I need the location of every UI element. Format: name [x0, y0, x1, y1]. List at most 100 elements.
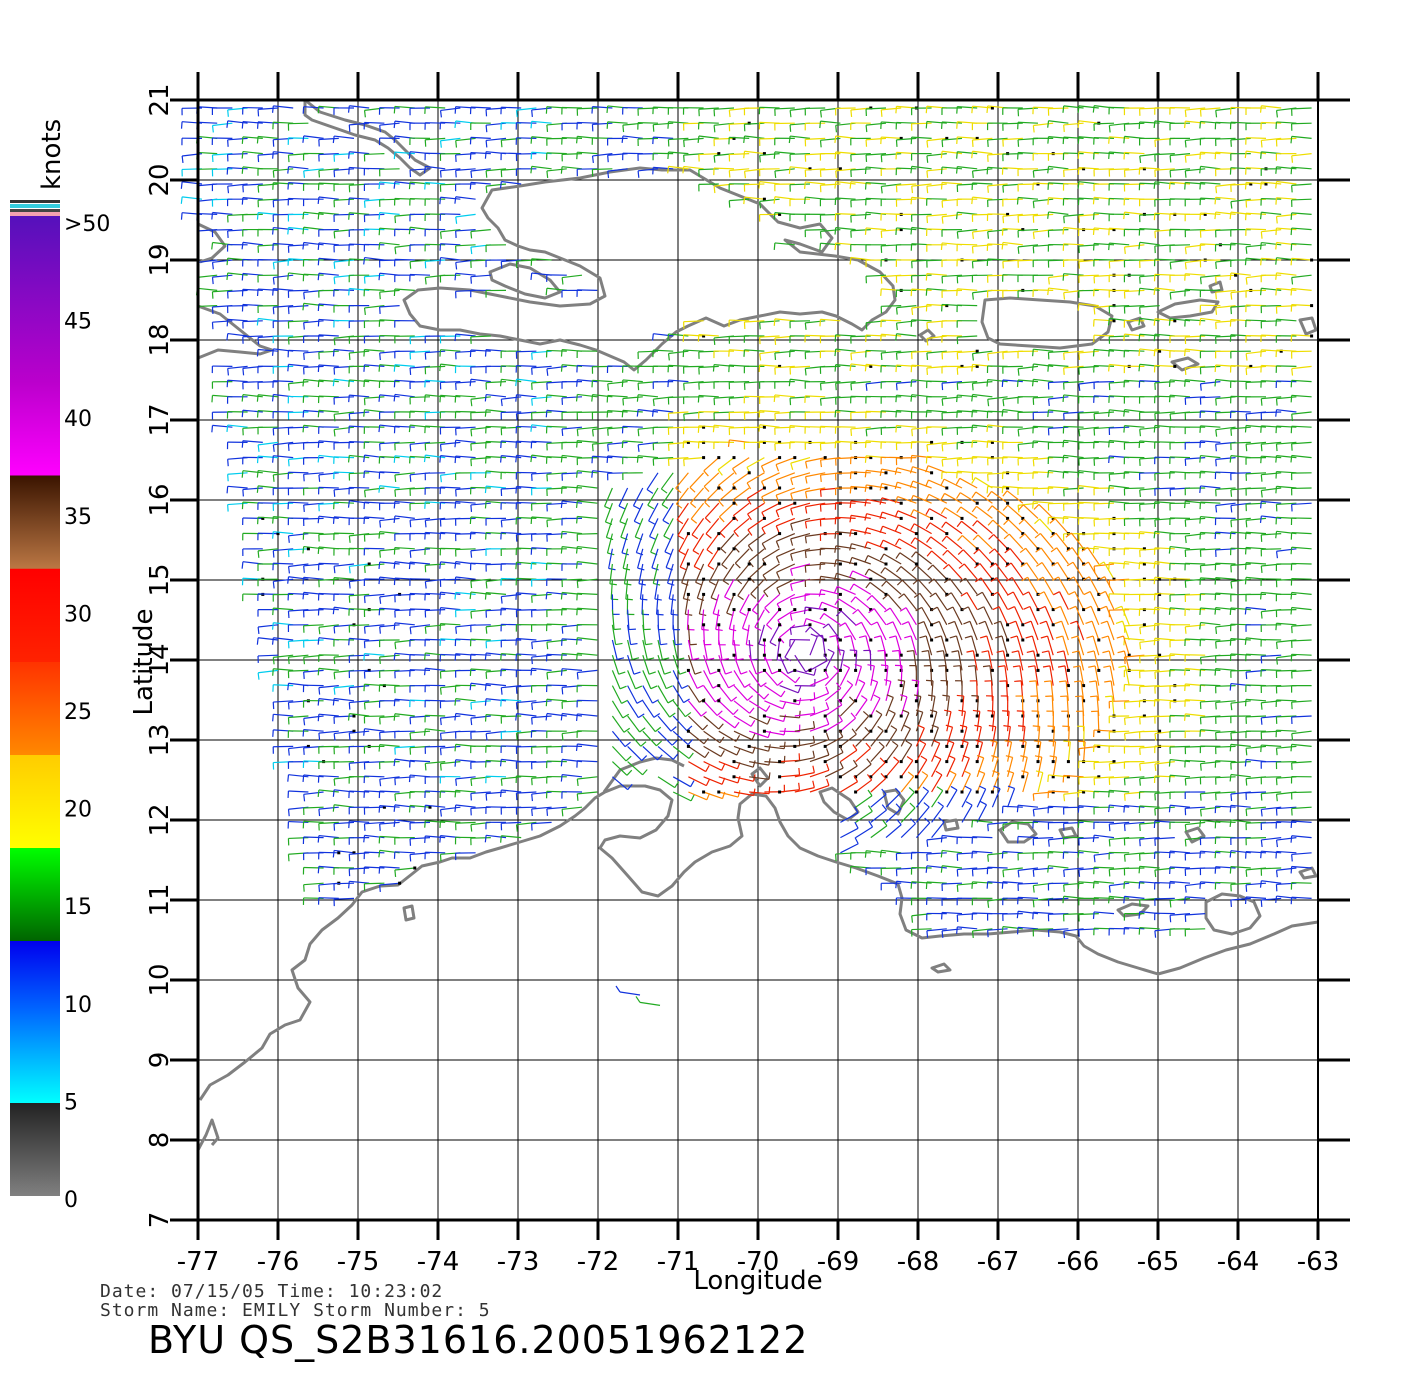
wind-barb-shaft [333, 153, 355, 156]
wind-barb-flag [272, 455, 274, 463]
wind-barb-flag [211, 125, 214, 133]
wind-barb [1108, 305, 1130, 314]
wind-barb-flag [500, 455, 502, 463]
wind-barb-flag [606, 455, 609, 464]
wind-barb [591, 153, 613, 163]
wind-barb [1002, 198, 1023, 207]
wind-barb [287, 213, 309, 222]
wind-barb-shaft [1124, 151, 1145, 155]
wind-barb [926, 244, 947, 252]
wind-barb-flag [1093, 307, 1096, 315]
wind-barb-shaft [318, 350, 339, 353]
wind-barb [895, 227, 917, 235]
wind-barb-shaft [1245, 228, 1267, 231]
wind-barb [713, 107, 735, 117]
wind-barb-flag [469, 182, 472, 190]
wind-barb-flag [439, 455, 442, 463]
wind-barb-shaft [972, 259, 993, 262]
wind-barb-shaft [1139, 241, 1160, 246]
wind-barb [804, 137, 826, 147]
wind-barb-shaft [242, 183, 263, 186]
wind-barb-flag [379, 292, 381, 300]
wind-barb-flag [1260, 474, 1263, 482]
wind-barb [759, 350, 780, 361]
wind-barb-flag [652, 124, 655, 132]
wind-barb-flag [926, 140, 929, 148]
wind-barb-shaft [197, 212, 218, 215]
wind-barb-flag [819, 383, 822, 391]
wind-barb-shaft [227, 272, 248, 276]
wind-barb [1047, 107, 1069, 116]
wind-barb-shaft [212, 320, 233, 323]
wind-barb [1047, 287, 1069, 296]
wind-barb-shaft [744, 135, 765, 139]
wind-barb [1077, 105, 1099, 113]
wind-barb-flag [1229, 455, 1232, 463]
wind-barb-shaft [957, 350, 978, 354]
wind-barb-flag [834, 135, 837, 144]
wind-barb [500, 137, 522, 148]
wind-barb-flag [622, 398, 625, 406]
wind-barb-flag [1183, 349, 1186, 357]
wind-barb [850, 198, 871, 208]
wind-barb-shaft [227, 289, 248, 293]
wind-barb [1092, 348, 1115, 357]
wind-barb-shaft [698, 135, 719, 139]
wind-barb-shaft [1276, 257, 1297, 261]
wind-barb [1153, 287, 1175, 296]
wind-barb-shaft [698, 334, 719, 337]
wind-barb [470, 274, 491, 284]
wind-barb [439, 153, 461, 161]
wind-barb-flag [226, 486, 229, 494]
wind-barb-flag [865, 429, 868, 437]
wind-barb [348, 350, 370, 361]
wind-barb-shaft [1261, 105, 1282, 109]
wind-barb-flag [1259, 242, 1262, 250]
wind-barb-flag [956, 459, 959, 467]
wind-barb-flag [1077, 120, 1080, 128]
wind-barb-flag [1259, 288, 1262, 296]
wind-barb-shaft [349, 212, 370, 215]
wind-barb [272, 121, 294, 130]
wind-barb-shaft [242, 121, 263, 124]
wind-barb-flag [789, 110, 792, 118]
wind-barb-shaft [288, 166, 309, 170]
wind-barb-shaft [1230, 211, 1251, 215]
wind-barb-shaft [1124, 244, 1145, 248]
wind-barb-flag [394, 247, 397, 255]
wind-barb-flag [1032, 170, 1035, 178]
wind-barb [302, 152, 324, 161]
wind-barb-shaft [470, 136, 491, 139]
wind-barb [1215, 273, 1238, 284]
wind-barb [728, 153, 750, 162]
wind-barb [788, 135, 811, 144]
wind-barb [393, 151, 415, 160]
wind-barb-flag [333, 170, 336, 178]
wind-barb [925, 303, 949, 312]
wind-barb-flag [788, 166, 791, 174]
wind-barb-shaft [242, 335, 263, 338]
wind-barb [1078, 350, 1099, 360]
wind-barb-shaft [987, 457, 1008, 459]
wind-barb [743, 183, 765, 192]
wind-barb [880, 136, 903, 145]
wind-barb-flag [439, 475, 442, 483]
wind-barb-flag [651, 409, 654, 417]
wind-barb-flag [530, 136, 533, 144]
wind-barb-flag [1199, 166, 1202, 174]
wind-barb-flag [956, 231, 959, 239]
wind-barb-shaft [1093, 364, 1115, 367]
wind-barb-shaft [364, 288, 385, 291]
wind-barb-shaft [394, 364, 415, 367]
wind-barb [911, 305, 932, 316]
wind-barb-flag [1002, 216, 1005, 224]
wind-barb-flag [363, 379, 366, 388]
wind-barb-shaft [273, 137, 294, 141]
wind-barb-flag [971, 383, 974, 391]
wind-barb [379, 122, 400, 133]
coastline-aruba [750, 766, 770, 788]
wind-barb-flag [621, 379, 624, 387]
wind-barb [317, 272, 339, 281]
wind-barb-flag [303, 322, 305, 330]
wind-barb-flag [637, 429, 640, 437]
